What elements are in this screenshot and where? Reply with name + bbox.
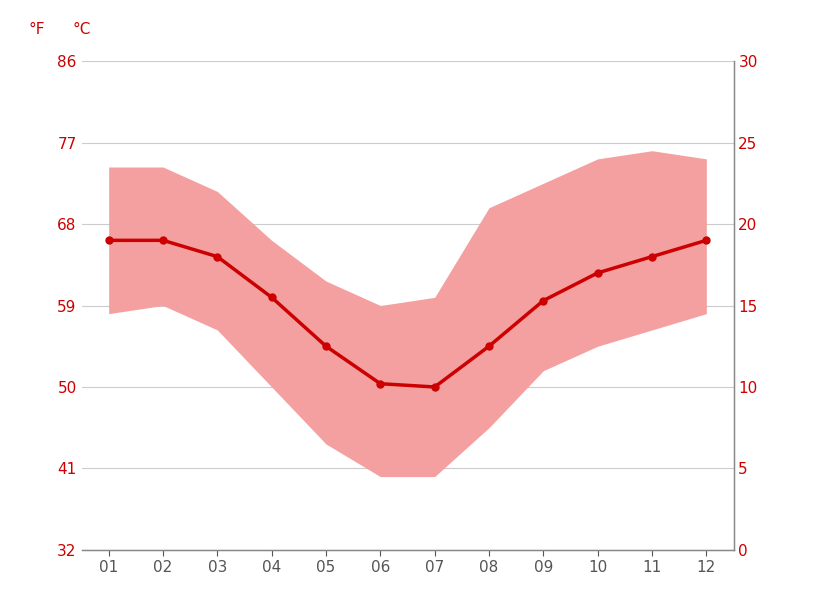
Text: °C: °C bbox=[73, 21, 90, 37]
Text: °F: °F bbox=[29, 21, 45, 37]
